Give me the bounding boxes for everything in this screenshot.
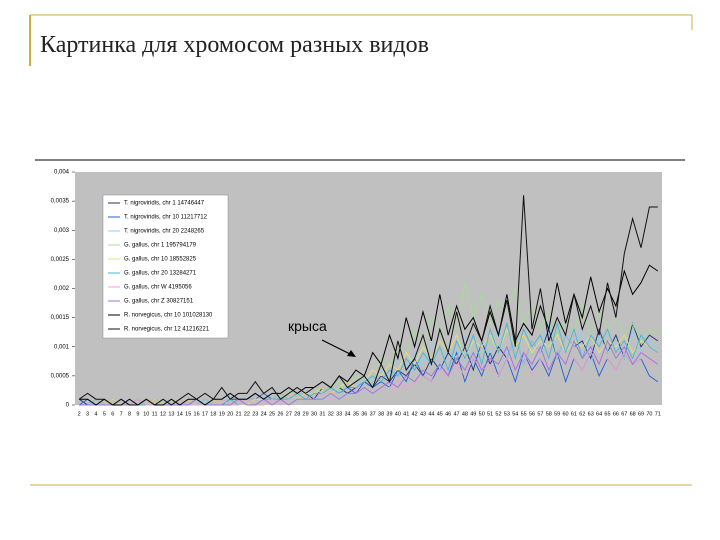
x-tick-label: 61 bbox=[571, 411, 577, 417]
x-tick-label: 22 bbox=[244, 411, 250, 417]
x-tick-label: 51 bbox=[487, 411, 493, 417]
y-tick-label: 0,002 bbox=[54, 286, 70, 292]
x-tick-label: 40 bbox=[395, 411, 401, 417]
x-tick-label: 4 bbox=[94, 411, 97, 417]
x-tick-label: 59 bbox=[554, 411, 560, 417]
slide-title: Картинка для хромосом разных видов bbox=[40, 32, 429, 58]
x-tick-label: 68 bbox=[630, 411, 636, 417]
x-tick-label: 54 bbox=[512, 411, 518, 417]
x-tick-label: 55 bbox=[521, 411, 527, 417]
y-tick-label: 0,0025 bbox=[51, 257, 70, 263]
x-tick-label: 39 bbox=[386, 411, 392, 417]
x-tick-label: 41 bbox=[403, 411, 409, 417]
x-tick-label: 5 bbox=[103, 411, 106, 417]
x-tick-label: 15 bbox=[185, 411, 191, 417]
legend: T. nigroviridis, chr 1 14746447 T. nigrov… bbox=[108, 201, 213, 333]
x-tick-label: 29 bbox=[303, 411, 309, 417]
x-tick-label: 52 bbox=[495, 411, 501, 417]
x-tick-label: 42 bbox=[412, 411, 418, 417]
y-tick-label: 0,0005 bbox=[51, 373, 70, 379]
x-tick-label: 35 bbox=[353, 411, 359, 417]
x-tick-label: 11 bbox=[152, 411, 158, 417]
y-tick-label: 0,003 bbox=[54, 228, 70, 234]
annotation: крыса bbox=[288, 318, 327, 334]
x-tick-label: 10 bbox=[143, 411, 149, 417]
x-tick-label: 66 bbox=[613, 411, 619, 417]
x-tick-label: 9 bbox=[136, 411, 139, 417]
x-tick-label: 2 bbox=[78, 411, 81, 417]
y-tick-label: 0,0035 bbox=[51, 199, 70, 205]
legend-label: T. nigroviridis, chr 1 14746447 bbox=[124, 201, 205, 207]
y-tick-label: 0,001 bbox=[54, 344, 70, 350]
x-tick-label: 14 bbox=[177, 411, 183, 417]
legend-label: G. gallus, chr 10 18552825 bbox=[124, 257, 197, 263]
x-tick-label: 17 bbox=[202, 411, 208, 417]
x-tick-label: 53 bbox=[504, 411, 510, 417]
y-tick-label: 0,0015 bbox=[51, 315, 70, 321]
legend-label: R. norvegicus, chr 12 41216221 bbox=[124, 327, 210, 333]
x-tick-label: 31 bbox=[319, 411, 325, 417]
x-tick-label: 16 bbox=[194, 411, 200, 417]
x-tick-label: 3 bbox=[86, 411, 89, 417]
x-tick-label: 18 bbox=[210, 411, 216, 417]
x-tick-label: 47 bbox=[453, 411, 459, 417]
x-tick-label: 7 bbox=[120, 411, 123, 417]
x-tick-label: 24 bbox=[261, 411, 267, 417]
x-tick-label: 60 bbox=[563, 411, 569, 417]
x-tick-label: 8 bbox=[128, 411, 131, 417]
x-tick-label: 44 bbox=[428, 411, 434, 417]
x-tick-label: 34 bbox=[344, 411, 350, 417]
x-tick-label: 46 bbox=[445, 411, 451, 417]
x-tick-label: 45 bbox=[437, 411, 443, 417]
legend-label: G. gallus, chr 20 13284271 bbox=[124, 271, 197, 277]
series-line bbox=[78, 195, 658, 406]
x-tick-label: 49 bbox=[470, 411, 476, 417]
x-tick-label: 6 bbox=[111, 411, 114, 417]
legend-box bbox=[102, 194, 229, 339]
x-tick-label: 12 bbox=[160, 411, 166, 417]
x-tick-label: 48 bbox=[462, 411, 468, 417]
x-tick-label: 36 bbox=[361, 411, 367, 417]
plot bbox=[72, 171, 659, 406]
x-tick-label: 69 bbox=[638, 411, 644, 417]
x-tick-label: 32 bbox=[328, 411, 334, 417]
annotation-arrow bbox=[321, 339, 353, 356]
x-tick-label: 33 bbox=[336, 411, 342, 417]
x-tick-label: 37 bbox=[370, 411, 376, 417]
x-tick-label: 28 bbox=[294, 411, 300, 417]
legend-label: G. gallus, chr 1 195794179 bbox=[124, 243, 197, 249]
legend-label: T. nigroviridis, chr 10 11217712 bbox=[124, 215, 208, 221]
x-tick-label: 58 bbox=[546, 411, 552, 417]
x-tick-label: 23 bbox=[252, 411, 258, 417]
x-tick-label: 26 bbox=[277, 411, 283, 417]
x-tick-label: 64 bbox=[596, 411, 602, 417]
legend-label: T. nigroviridis, chr 20 2248265 bbox=[124, 229, 205, 235]
x-tick-label: 19 bbox=[219, 411, 225, 417]
x-tick-label: 67 bbox=[621, 411, 627, 417]
x-tick-label: 27 bbox=[286, 411, 292, 417]
x-tick-label: 71 bbox=[655, 411, 661, 417]
x-tick-label: 65 bbox=[604, 411, 610, 417]
y-tick-label: 0,004 bbox=[54, 170, 70, 176]
x-tick-label: 70 bbox=[646, 411, 652, 417]
legend-label: G. gallus, chr Z 30827151 bbox=[124, 299, 194, 305]
x-tick-label: 21 bbox=[235, 411, 241, 417]
x-tick-label: 43 bbox=[420, 411, 426, 417]
x-tick-label: 30 bbox=[311, 411, 317, 417]
x-tick-label: 13 bbox=[168, 411, 174, 417]
x-tick-label: 57 bbox=[537, 411, 543, 417]
legend-label: G. gallus, chr W 4195056 bbox=[124, 285, 192, 291]
y-tick-label: 0 bbox=[66, 403, 70, 409]
legend-label: R. norvegicus, chr 10 101028130 bbox=[124, 313, 213, 319]
x-tick-label: 25 bbox=[269, 411, 275, 417]
arrow-head bbox=[347, 350, 356, 357]
x-tick-label: 38 bbox=[378, 411, 384, 417]
x-tick-label: 50 bbox=[479, 411, 485, 417]
x-tick-label: 20 bbox=[227, 411, 233, 417]
x-tick-label: 63 bbox=[588, 411, 594, 417]
series-line bbox=[79, 339, 659, 406]
x-tick-label: 56 bbox=[529, 411, 535, 417]
x-tick-label: 62 bbox=[579, 411, 585, 417]
